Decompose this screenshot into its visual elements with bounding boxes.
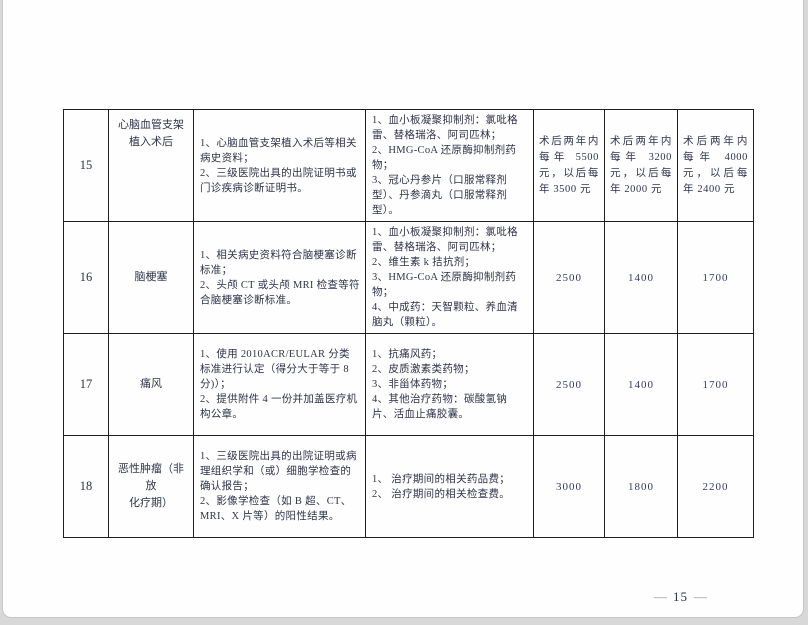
limit-amount-c: 1700 — [677, 333, 754, 436]
page-number-value: 15 — [673, 589, 688, 604]
row-number: 18 — [63, 435, 109, 538]
page-number-right-dash: — — [694, 589, 707, 604]
limit-amount-b: 1400 — [604, 221, 678, 334]
limit-amount-a: 2500 — [533, 333, 605, 436]
row-number: 15 — [63, 109, 109, 222]
page-number: — 15 — — [648, 589, 713, 605]
limit-amount-c: 2200 — [677, 435, 754, 538]
limit-amount-c: 1700 — [677, 221, 754, 334]
table-row: 18 恶性肿瘤（非放 化疗期） 1、三级医院出具的出院证明或病理组织学和（或）细… — [63, 435, 754, 538]
table-row: 16 脑梗塞 1、相关病史资料符合脑梗塞诊断标准； 2、头颅 CT 或头颅 MR… — [63, 221, 754, 334]
limit-amount-b: 1800 — [604, 435, 678, 538]
row-number: 16 — [63, 221, 109, 334]
limit-amount-a: 3000 — [533, 435, 605, 538]
limit-amount-c: 术后两年内每年 4000 元，以后每年 2400 元 — [677, 109, 754, 222]
limit-amount-b: 1400 — [604, 333, 678, 436]
disease-name: 恶性肿瘤（非放 化疗期） — [108, 435, 194, 538]
diagnosis-criteria: 1、使用 2010ACR/EULAR 分类标准进行认定（得分大于等于 8 分)）… — [193, 333, 366, 436]
limit-amount-a: 2500 — [533, 221, 605, 334]
drug-scope: 1、抗痛风药； 2、皮质激素类药物； 3、非甾体药物； 4、其他治疗药物：碳酸氢… — [365, 333, 534, 436]
disease-name: 心脑血管支架 植入术后 — [108, 109, 194, 222]
disease-name: 脑梗塞 — [108, 221, 194, 334]
diagnosis-criteria: 1、心脑血管支架植入术后等相关病史资料； 2、三级医院出具的出院证明书或门诊疾病… — [193, 109, 366, 222]
table-row: 17 痛风 1、使用 2010ACR/EULAR 分类标准进行认定（得分大于等于… — [63, 333, 754, 436]
disease-name: 痛风 — [108, 333, 194, 436]
drug-scope: 1、 治疗期间的相关药品费； 2、 治疗期间的相关检查费。 — [365, 435, 534, 538]
row-number: 17 — [63, 333, 109, 436]
diagnosis-criteria: 1、相关病史资料符合脑梗塞诊断标准； 2、头颅 CT 或头颅 MRI 检查等符合… — [193, 221, 366, 334]
limit-amount-b: 术后两年内每年 3200 元，以后每年 2000 元 — [604, 109, 678, 222]
page-number-left-dash: — — [654, 589, 667, 604]
drug-scope: 1、血小板凝聚抑制剂：氯吡格雷、替格瑞洛、阿司匹林； 2、维生素 k 拮抗剂； … — [365, 221, 534, 334]
diagnosis-criteria: 1、三级医院出具的出院证明或病理组织学和（或）细胞学检查的确认报告； 2、影像学… — [193, 435, 366, 538]
chronic-disease-benefits-table: 15 心脑血管支架 植入术后 1、心脑血管支架植入术后等相关病史资料； 2、三级… — [63, 109, 754, 538]
drug-scope: 1、血小板凝聚抑制剂：氯吡格雷、替格瑞洛、阿司匹林； 2、HMG-CoA 还原酶… — [365, 109, 534, 222]
table-row: 15 心脑血管支架 植入术后 1、心脑血管支架植入术后等相关病史资料； 2、三级… — [63, 109, 754, 222]
limit-amount-a: 术后两年内每年 5500 元，以后每年 3500 元 — [533, 109, 605, 222]
